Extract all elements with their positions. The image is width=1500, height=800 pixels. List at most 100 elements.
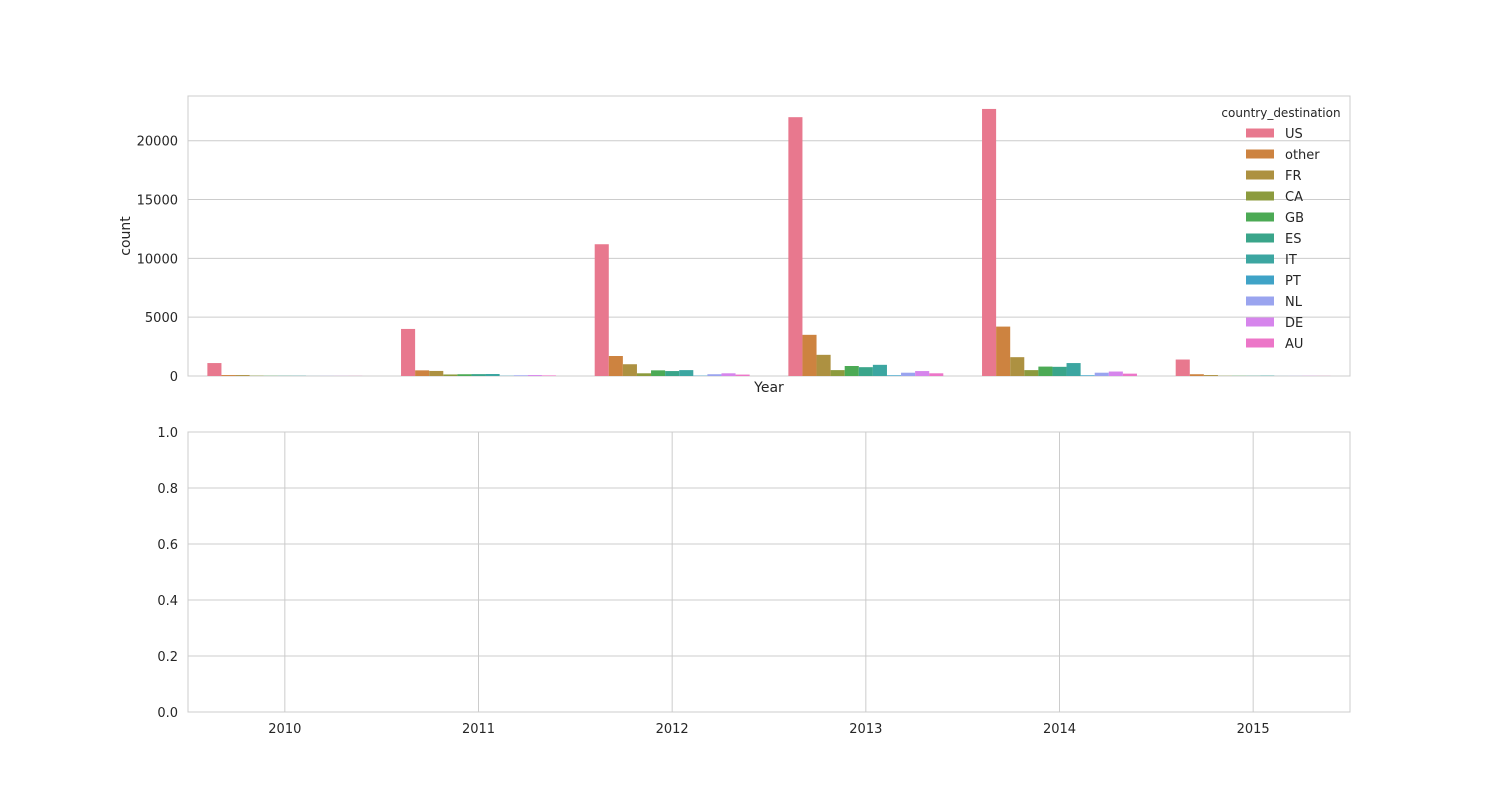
top-y-axis-label: count [118, 216, 134, 256]
bottom-x-tick-label: 2015 [1237, 722, 1270, 737]
bar-FR-2010 [235, 375, 250, 376]
top-chart: 0 5000 10000 15000 20000 Year count country_… [118, 95, 1351, 396]
bar-AU-2012 [735, 374, 750, 376]
bottom-y-tick-label: 0.8 [157, 482, 178, 497]
legend-item-CA: CA [1246, 190, 1303, 205]
bottom-chart: 0.00.20.40.60.81.0 2010 2011 2012 2013 2014 2… [157, 426, 1351, 737]
legend-item-ES: ES [1246, 232, 1301, 247]
legend-item-NL: NL [1246, 295, 1303, 310]
top-y-tick-label: 20000 [137, 135, 178, 150]
legend-label: IT [1285, 253, 1297, 268]
bar-ES-2011 [471, 374, 486, 376]
top-plot-area [187, 95, 1351, 377]
bar-NL-2014 [1094, 372, 1109, 376]
bar-AU-2014 [1122, 373, 1137, 376]
bar-PT-2014 [1080, 375, 1095, 376]
legend-label: CA [1285, 190, 1303, 205]
legend-item-IT: IT [1246, 253, 1297, 268]
bar-AU-2013 [929, 373, 944, 376]
bar-GB-2014 [1038, 366, 1053, 376]
legend-label: FR [1285, 169, 1302, 184]
bar-FR-2013 [816, 354, 831, 376]
bar-DE-2012 [721, 373, 736, 376]
legend-label: GB [1285, 211, 1304, 226]
legend-items: US other FR CA GB ES IT PT NL DE AU [1246, 127, 1320, 352]
bar-FR-2015 [1203, 375, 1218, 376]
legend-item-US: US [1246, 127, 1303, 142]
bar-US-2011 [401, 328, 416, 376]
bottom-x-tick-label: 2014 [1043, 722, 1076, 737]
bar-US-2010 [207, 363, 222, 376]
legend-label: DE [1285, 316, 1303, 331]
bar-CA-2011 [443, 374, 458, 376]
legend-item-other: other [1246, 148, 1320, 163]
legend-item-DE: DE [1246, 316, 1303, 331]
top-bars [207, 108, 1331, 377]
bar-other-2010 [221, 375, 236, 376]
legend-swatch [1246, 212, 1274, 222]
legend-swatch [1246, 233, 1274, 243]
legend-label: NL [1285, 295, 1303, 310]
legend-label: other [1285, 148, 1320, 163]
legend-swatch [1246, 317, 1274, 327]
bottom-x-tick-label: 2012 [656, 722, 689, 737]
legend-label: AU [1285, 337, 1303, 352]
bottom-y-ticks: 0.0 0.2 0.4 0.6 0.8 1.0 [157, 426, 178, 721]
bottom-y-tick-label: 0.2 [157, 650, 178, 665]
bar-other-2012 [608, 356, 623, 376]
bar-US-2013 [788, 117, 803, 377]
bar-IT-2013 [872, 364, 887, 376]
bar-GB-2011 [457, 374, 472, 376]
legend-swatch [1246, 338, 1274, 348]
top-y-tick-label: 5000 [145, 311, 178, 326]
bar-US-2014 [982, 108, 997, 377]
bottom-y-tick-label: 0.0 [157, 706, 178, 721]
bottom-gridlines [188, 432, 1350, 712]
top-y-tick-label: 10000 [137, 252, 178, 267]
bar-other-2013 [802, 334, 817, 376]
bar-CA-2012 [636, 373, 652, 376]
legend-item-GB: GB [1246, 211, 1304, 226]
top-x-axis-label: Year [753, 380, 784, 396]
bar-IT-2012 [679, 370, 694, 376]
bar-FR-2014 [1010, 357, 1025, 376]
top-gridlines [188, 140, 1350, 318]
bar-other-2011 [415, 370, 430, 376]
bottom-y-tick-label: 1.0 [157, 426, 178, 441]
bar-DE-2011 [527, 375, 542, 376]
bar-ES-2014 [1052, 366, 1067, 376]
bar-other-2014 [996, 326, 1011, 376]
legend-swatch [1246, 128, 1274, 138]
bar-DE-2013 [915, 371, 930, 376]
bar-NL-2012 [707, 374, 722, 376]
bottom-y-tick-label: 0.4 [157, 594, 178, 609]
bar-PT-2013 [886, 375, 902, 376]
bar-CA-2014 [1024, 370, 1039, 376]
bar-DE-2014 [1108, 371, 1123, 376]
legend-swatch [1246, 254, 1274, 264]
bottom-y-tick-label: 0.6 [157, 538, 178, 553]
bar-US-2012 [594, 244, 609, 376]
bar-other-2015 [1189, 374, 1204, 376]
top-y-tick-label: 0 [170, 370, 178, 385]
bar-IT-2011 [485, 374, 500, 376]
legend-swatch [1246, 275, 1274, 285]
bar-NL-2011 [513, 375, 528, 376]
legend-swatch [1246, 149, 1274, 159]
legend-swatch [1246, 170, 1274, 180]
bar-FR-2012 [622, 364, 637, 376]
legend-label: ES [1285, 232, 1301, 247]
bar-AU-2011 [541, 375, 556, 376]
bar-US-2015 [1175, 359, 1190, 376]
bottom-x-tick-label: 2010 [268, 722, 301, 737]
bar-GB-2013 [844, 366, 859, 376]
bottom-x-tick-label: 2013 [849, 722, 882, 737]
bar-GB-2012 [651, 370, 666, 376]
legend-swatch [1246, 191, 1274, 201]
legend-swatch [1246, 296, 1274, 306]
top-y-ticks: 0 5000 10000 15000 20000 [137, 135, 178, 385]
bar-ES-2013 [858, 367, 873, 376]
bar-IT-2014 [1066, 363, 1081, 376]
bar-ES-2012 [665, 371, 680, 376]
